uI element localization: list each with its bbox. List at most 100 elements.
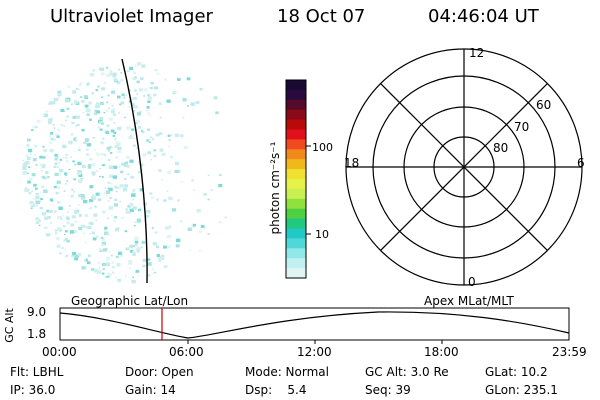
uv-speckle xyxy=(35,221,40,224)
uv-speckle xyxy=(151,227,154,229)
uv-speckle xyxy=(93,112,98,116)
uv-speckle xyxy=(125,275,127,277)
uv-speckle xyxy=(58,162,61,164)
uv-speckle xyxy=(62,156,66,159)
polar-diagonal xyxy=(380,83,548,251)
uv-speckle xyxy=(78,226,83,231)
uv-speckle xyxy=(129,249,134,253)
uv-speckle xyxy=(114,198,118,202)
uv-speckle xyxy=(87,254,91,257)
uv-speckle xyxy=(101,96,103,98)
uv-speckle xyxy=(203,193,207,196)
uv-speckle xyxy=(106,146,111,150)
uv-speckle xyxy=(166,99,171,103)
uv-speckle xyxy=(60,108,65,112)
info-seq: Seq: 39 xyxy=(365,383,411,397)
uv-speckle xyxy=(84,266,87,269)
uv-speckle xyxy=(134,89,137,92)
uv-speckle xyxy=(175,162,180,166)
uv-speckle xyxy=(140,181,142,183)
uv-speckle xyxy=(64,172,67,175)
uv-speckle xyxy=(119,147,122,150)
uv-speckle xyxy=(35,163,38,166)
uv-speckle xyxy=(198,250,201,252)
uv-speckle xyxy=(127,205,131,208)
uv-speckle xyxy=(142,153,147,157)
uv-speckle xyxy=(107,187,110,189)
uv-speckle xyxy=(111,108,116,112)
uv-speckle xyxy=(106,73,111,77)
uv-speckle xyxy=(72,215,76,219)
uv-speckle xyxy=(156,199,159,201)
uv-speckle xyxy=(85,226,89,229)
uv-speckle xyxy=(67,211,69,213)
uv-speckle xyxy=(190,102,195,106)
uv-speckle xyxy=(120,78,124,82)
uv-speckle xyxy=(89,232,91,235)
timeline-y-tick-top: 9.0 xyxy=(27,305,47,319)
uv-speckle xyxy=(60,216,62,218)
uv-speckle xyxy=(168,145,171,148)
uv-speckle xyxy=(48,135,51,137)
colorbar-swatch xyxy=(286,268,306,279)
uv-speckle xyxy=(142,164,145,166)
timeline-y-axis-label: GC Alt xyxy=(2,308,16,343)
uv-speckle xyxy=(54,232,58,235)
uv-speckle xyxy=(182,98,187,102)
uv-speckle xyxy=(147,93,151,97)
uv-speckle xyxy=(73,136,77,140)
uv-speckle xyxy=(108,145,113,149)
uv-speckle xyxy=(103,186,107,190)
uv-speckle xyxy=(147,151,152,155)
timeline-x-tick-0000: 00:00 xyxy=(42,345,77,359)
uv-speckle xyxy=(150,136,153,139)
uv-speckle xyxy=(88,226,92,229)
uv-speckle xyxy=(65,157,68,159)
uv-speckle xyxy=(48,209,53,213)
uv-speckle xyxy=(146,224,149,226)
uv-speckle xyxy=(154,69,158,72)
polar-label-bottom: 0 xyxy=(468,275,476,289)
polar-lat-label-70: 70 xyxy=(514,120,530,134)
polar-lat-label-80: 80 xyxy=(493,141,509,155)
uv-speckle xyxy=(138,208,142,212)
polar-lat-label-60: 60 xyxy=(536,98,552,112)
uv-speckle xyxy=(99,168,101,170)
uv-speckle xyxy=(132,253,136,256)
uv-speckle xyxy=(114,203,118,207)
uv-speckle xyxy=(112,165,117,169)
uv-speckle xyxy=(66,255,69,257)
uv-speckle xyxy=(35,192,39,196)
uv-speckle xyxy=(91,92,94,95)
uv-speckle xyxy=(80,178,83,180)
uv-speckle xyxy=(41,175,45,179)
uv-speckle xyxy=(65,160,69,163)
uv-speckle xyxy=(170,156,173,159)
uv-speckle xyxy=(65,119,68,122)
uv-speckle xyxy=(207,233,210,235)
uv-speckle xyxy=(72,160,75,163)
uv-speckle xyxy=(102,137,105,140)
uv-speckle xyxy=(121,163,124,165)
colorbar-tick-10: 10 xyxy=(315,228,329,241)
uv-speckle xyxy=(120,72,122,74)
uv-speckle xyxy=(27,172,29,174)
uv-speckle xyxy=(38,224,41,226)
uv-speckle xyxy=(114,228,120,232)
uv-speckle xyxy=(115,141,120,145)
uv-speckle xyxy=(55,133,60,137)
uv-speckle xyxy=(101,241,106,246)
uv-speckle xyxy=(147,100,151,103)
uv-speckle xyxy=(22,159,25,161)
uv-speckle xyxy=(57,186,60,189)
uv-speckle xyxy=(32,125,37,129)
uv-speckle xyxy=(28,191,32,195)
uv-speckle xyxy=(89,199,93,203)
uv-speckle xyxy=(69,205,71,207)
uv-speckle xyxy=(126,155,130,159)
uv-speckle xyxy=(85,108,91,113)
uv-speckle xyxy=(139,111,142,113)
uv-speckle xyxy=(63,190,66,192)
altitude-curve xyxy=(59,311,570,339)
uv-speckle xyxy=(78,214,82,217)
